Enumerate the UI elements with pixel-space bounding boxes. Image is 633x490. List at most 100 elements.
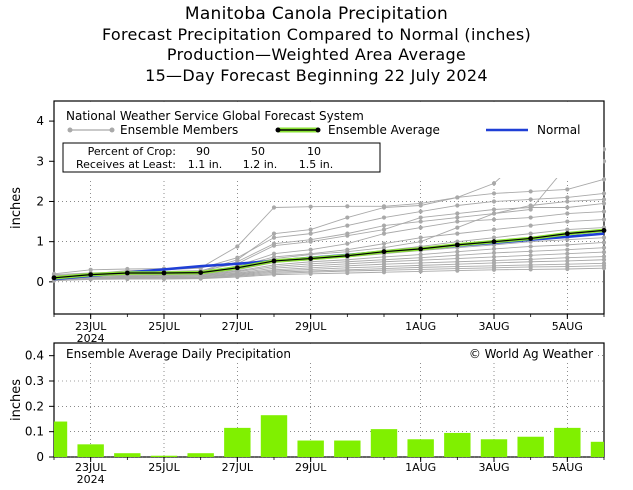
ensemble-member-point-16-8 [345, 231, 350, 236]
ensemble-member-point-2-12 [491, 207, 497, 212]
ensemble-member-point-1-9 [381, 205, 387, 210]
bottom-xtick-label-2: 27JUL [222, 461, 254, 474]
ensemble-average-point-1 [88, 272, 94, 278]
ensemble-member-point-0-7 [308, 204, 313, 209]
ensemble-member-line-7 [53, 242, 605, 280]
ensemble-member-point-8-14 [565, 247, 570, 252]
ensemble-member-line-14 [53, 267, 605, 282]
ensemble-average-point-6 [271, 258, 277, 264]
crop-table-row2-value-3: 1.5 in. [299, 158, 334, 171]
ensemble-member-point-4-15 [601, 217, 607, 222]
daily-precip-bar-0 [54, 421, 68, 457]
ensemble-average-series-line [53, 229, 605, 279]
ensemble-member-point-3-14 [565, 211, 570, 216]
ensemble-average-point-5 [234, 265, 240, 271]
ensemble-average-point-12 [491, 239, 497, 245]
ensemble-member-point-14-12 [491, 267, 497, 272]
ensemble-member-point-14-2 [125, 276, 130, 282]
ensemble-member-point-16-9 [381, 223, 387, 228]
ensemble-member-point-17-13 [528, 203, 533, 208]
ensemble-member-point-14-13 [528, 267, 533, 272]
ensemble-member-point-7-11 [455, 249, 460, 254]
ensemble-member-point-5-12 [491, 235, 497, 240]
ensemble-member-point-7-15 [601, 240, 607, 245]
daily-precip-bar-15 [590, 441, 604, 457]
ensemble-member-point-10-14 [565, 255, 570, 260]
crop-table-frame [62, 142, 381, 173]
top-xtick-sublabel-0: 2024 [77, 332, 105, 345]
daily-precip-bar-7 [297, 440, 324, 457]
daily-precip-bar-5 [224, 427, 251, 457]
top-ytick-label-4: 4 [36, 114, 44, 128]
daily-precip-bar-13 [517, 436, 544, 457]
ensemble-member-point-15-10 [418, 209, 423, 214]
ensemble-member-point-11-15 [601, 257, 607, 262]
ensemble-member-point-2-9 [381, 227, 387, 232]
legend-average-dot-left [275, 127, 281, 133]
top-ytick-label-3: 3 [36, 154, 44, 168]
bottom-ytick-label-2: 0.2 [25, 399, 44, 413]
ensemble-average-point-15 [601, 228, 607, 233]
daily-precip-bar-1 [77, 444, 104, 457]
ensemble-member-point-2-14 [565, 205, 570, 210]
legend-members: Ensemble Members [67, 123, 238, 137]
ensemble-member-point-14-6 [271, 272, 277, 277]
ensemble-member-point-3-6 [271, 251, 277, 256]
bottom-ytick-label-3: 0.3 [25, 374, 44, 388]
ensemble-member-point-16-13 [528, 207, 533, 212]
ensemble-member-line-10 [53, 256, 605, 280]
ensemble-member-point-15-12 [491, 199, 497, 204]
bottom-label-background [58, 345, 598, 361]
ensemble-member-point-9-14 [565, 251, 570, 256]
ensemble-member-point-15-5 [235, 255, 240, 260]
bottom-xtick-label-3: 29JUL [295, 461, 327, 474]
ensemble-member-point-16-7 [308, 237, 313, 242]
ensemble-member-point-14-3 [161, 276, 167, 282]
ensemble-member-point-1-10 [418, 203, 423, 208]
ensemble-member-point-15-11 [455, 203, 460, 208]
ensemble-member-point-9-15 [601, 250, 607, 255]
ensemble-member-point-4-13 [528, 223, 533, 228]
ensemble-average-line [51, 228, 607, 281]
ensemble-member-line-1 [53, 178, 605, 277]
bottom-y-ticks: 0 0.1 0.2 0.3 0.4 [25, 349, 54, 464]
ensemble-member-point-9-11 [455, 256, 460, 261]
ensemble-member-point-15-15 [601, 191, 607, 196]
ensemble-member-line-13 [53, 265, 605, 281]
ensemble-member-point-15-13 [528, 197, 533, 202]
daily-precip-bar-12 [480, 439, 508, 457]
ensemble-average-point-4 [198, 270, 204, 276]
ensemble-average-point-0 [51, 275, 57, 281]
ensemble-member-point-14-10 [418, 269, 423, 274]
ensemble-member-point-14-8 [345, 270, 350, 276]
ensemble-average-point-2 [124, 270, 130, 276]
ensemble-member-point-7-10 [418, 252, 423, 257]
ensemble-member-point-4-12 [491, 227, 497, 232]
daily-precip-bar-14 [554, 427, 581, 457]
legend-members-label: Ensemble Members [120, 123, 238, 137]
ensemble-member-point-8-15 [601, 245, 607, 250]
daily-precip-bar-3 [150, 455, 178, 457]
chart-title: Manitoba Canola Precipitation [184, 4, 449, 24]
ensemble-member-point-14-1 [88, 277, 93, 282]
bottom-xtick-label-1: 25JUL [148, 461, 180, 474]
chart-title-block: Manitoba Canola Precipitation Forecast P… [0, 4, 633, 86]
ensemble-member-point-3-11 [455, 219, 460, 224]
top-ytick-label-0: 0 [36, 275, 44, 289]
ensemble-member-point-5-13 [528, 231, 533, 236]
ensemble-member-point-0-12 [491, 181, 497, 186]
chart-subtitle-3: 15—Day Forecast Beginning 22 July 2024 [145, 65, 488, 85]
top-xtick-label-4: 1AUG [405, 320, 436, 333]
crop-table: Percent of Crop: 90 50 10 Receives at Le… [62, 142, 381, 173]
ensemble-member-point-17-11 [455, 225, 460, 230]
ensemble-member-point-7-12 [491, 246, 497, 251]
ensemble-member-point-5-11 [455, 239, 460, 244]
ensemble-member-point-0-5 [235, 244, 240, 249]
ensemble-member-point-2-11 [455, 211, 460, 216]
top-xtick-label-0: 23JUL [75, 320, 107, 333]
ensemble-member-point-17-15 [601, 197, 607, 202]
ensemble-member-point-7-14 [565, 242, 570, 247]
bottom-ytick-label-0: 0 [36, 450, 44, 464]
